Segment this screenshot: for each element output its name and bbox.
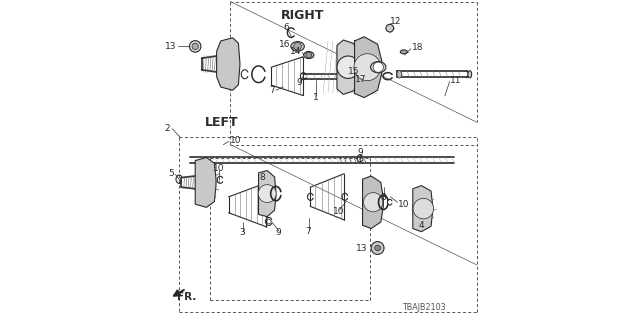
Text: 8: 8 [381, 193, 386, 202]
Circle shape [192, 43, 198, 50]
Circle shape [306, 52, 312, 58]
Polygon shape [413, 186, 433, 232]
Text: 3: 3 [240, 228, 245, 237]
Circle shape [294, 43, 301, 50]
Text: TBAJB2103: TBAJB2103 [403, 303, 446, 312]
Circle shape [337, 56, 360, 78]
Text: 9: 9 [296, 78, 302, 87]
Circle shape [413, 198, 434, 219]
Text: 9: 9 [358, 148, 363, 157]
Text: 14: 14 [290, 47, 301, 56]
Text: 9: 9 [276, 228, 281, 237]
Text: 13: 13 [165, 42, 177, 51]
Polygon shape [195, 157, 216, 207]
Text: 17: 17 [355, 75, 367, 84]
Text: 6: 6 [284, 23, 289, 32]
Polygon shape [362, 176, 383, 228]
Text: 10: 10 [398, 200, 410, 209]
Text: 7: 7 [305, 228, 310, 236]
Text: 8: 8 [259, 173, 265, 182]
Text: 11: 11 [450, 76, 461, 85]
Circle shape [259, 185, 276, 203]
Circle shape [189, 41, 201, 52]
Text: 18: 18 [412, 43, 423, 52]
Text: 10: 10 [214, 164, 225, 173]
Text: 10: 10 [333, 207, 344, 216]
Ellipse shape [401, 50, 408, 54]
Circle shape [373, 62, 383, 72]
Ellipse shape [468, 71, 472, 78]
Text: LEFT: LEFT [205, 116, 239, 129]
Circle shape [354, 54, 381, 81]
Ellipse shape [304, 52, 314, 59]
Circle shape [386, 24, 394, 32]
Ellipse shape [397, 70, 402, 78]
Text: 15: 15 [348, 67, 360, 76]
Ellipse shape [291, 42, 305, 51]
Text: 13: 13 [356, 244, 367, 253]
Circle shape [375, 245, 380, 251]
Polygon shape [259, 171, 276, 217]
Polygon shape [355, 37, 381, 98]
Polygon shape [337, 40, 360, 94]
Polygon shape [216, 38, 240, 90]
Text: 4: 4 [419, 221, 424, 230]
Text: 10: 10 [230, 136, 241, 145]
Circle shape [364, 193, 383, 212]
Text: 12: 12 [390, 17, 402, 26]
Text: 1: 1 [314, 93, 319, 102]
Text: 16: 16 [279, 40, 291, 49]
Text: 2: 2 [164, 124, 170, 132]
Ellipse shape [371, 61, 386, 73]
Text: RIGHT: RIGHT [281, 9, 324, 22]
Text: 5: 5 [169, 169, 174, 178]
Circle shape [371, 242, 384, 254]
Text: 7: 7 [269, 86, 275, 95]
Text: FR.: FR. [177, 292, 196, 302]
